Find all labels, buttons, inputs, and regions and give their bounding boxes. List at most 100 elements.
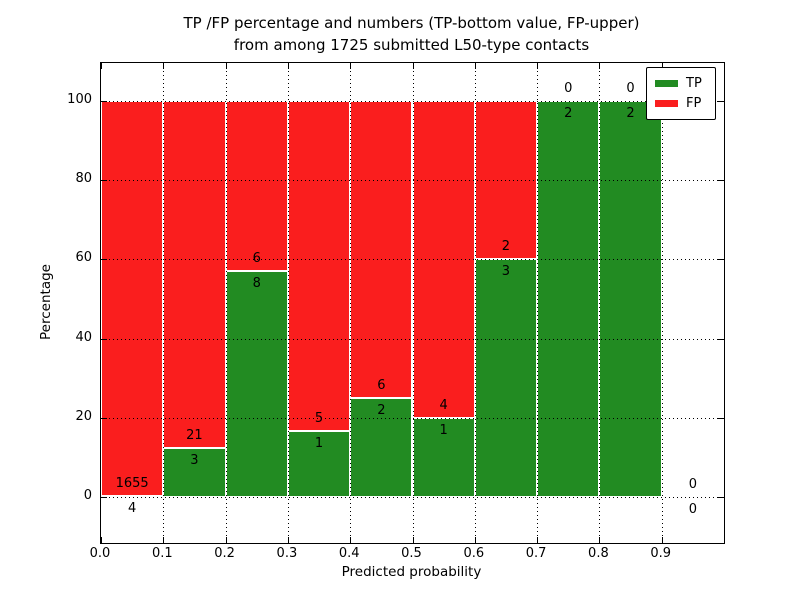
tp-count-label: 2 [564, 105, 573, 121]
x-gridline [225, 63, 227, 543]
fp-count-label: 6 [377, 378, 386, 394]
y-tick-label: 100 [67, 91, 92, 107]
tp-count-label: 2 [626, 105, 635, 121]
fp-count-label: 4 [439, 398, 448, 414]
y-tick-label: 20 [75, 409, 92, 425]
x-tick-label: 0.6 [463, 546, 485, 561]
tick-mark [718, 259, 724, 261]
tick-mark [474, 537, 476, 543]
tick-mark [599, 63, 601, 69]
fp-count-label: 0 [564, 80, 573, 96]
y-gridline [101, 338, 724, 340]
x-gridline [537, 63, 539, 543]
tick-mark [225, 537, 227, 543]
x-gridline [474, 63, 476, 543]
y-gridline [101, 418, 724, 420]
legend-item-tp: TP [647, 76, 715, 91]
bar-segment-tp [599, 100, 662, 498]
x-tick-label: 0.0 [89, 546, 111, 561]
tick-mark [101, 180, 107, 182]
tp-count-label: 0 [688, 502, 697, 518]
fp-count-label: 5 [314, 411, 324, 427]
fp-legend-label: FP [686, 96, 702, 111]
chart-title-line2: from among 1725 submitted L50-type conta… [233, 36, 590, 54]
x-tick-label: 0.4 [338, 546, 360, 561]
x-tick-label: 0.3 [276, 546, 298, 561]
tp-count-label: 3 [190, 452, 199, 468]
tick-mark [661, 537, 663, 543]
bar-segment-tp [163, 447, 226, 498]
tick-mark [537, 63, 539, 69]
tp-count-label: 2 [377, 403, 386, 419]
chart-title-line1: TP /FP percentage and numbers (TP-bottom… [183, 14, 640, 32]
tick-mark [101, 418, 107, 420]
x-gridline [412, 63, 414, 543]
tick-mark [474, 63, 476, 69]
tick-mark [661, 63, 663, 69]
bar-segment-tp [350, 398, 413, 498]
tick-mark [718, 497, 724, 499]
x-tick-label: 0.1 [151, 546, 173, 561]
x-tick-label: 0.8 [588, 546, 609, 561]
chart-title: TP /FP percentage and numbers (TP-bottom… [100, 12, 723, 56]
y-tick-label: 80 [75, 171, 92, 187]
legend-item-fp: FP [647, 96, 715, 111]
tp-count-label: 4 [128, 501, 137, 517]
x-gridline [350, 63, 352, 543]
tp-count-label: 1 [314, 436, 324, 452]
y-gridline [101, 180, 724, 182]
tick-mark [718, 100, 724, 102]
tick-mark [718, 418, 724, 420]
y-tick-label: 40 [75, 329, 92, 345]
fp-count-label: 0 [688, 477, 697, 493]
bar-segment-tp [474, 259, 538, 498]
fp-legend-swatch [654, 99, 679, 108]
tick-mark [101, 259, 107, 261]
x-tick-label: 0.7 [525, 546, 547, 561]
tick-mark [412, 537, 414, 543]
y-gridline [101, 497, 724, 499]
x-axis-label: Predicted probability [341, 564, 482, 580]
bar-segment-tp [537, 100, 600, 498]
bar-segment-fp [163, 100, 226, 448]
tp-count-label: 1 [439, 423, 448, 439]
tp-count-label: 3 [501, 264, 511, 280]
legend: TP FP [646, 67, 716, 120]
tick-mark [101, 497, 107, 499]
tick-mark [537, 537, 539, 543]
tick-mark [101, 63, 102, 69]
tick-mark [101, 537, 102, 543]
y-gridline [101, 100, 724, 102]
bar-segment-fp [101, 100, 164, 497]
fp-count-label: 21 [186, 427, 203, 443]
fp-count-label: 2 [501, 239, 511, 255]
x-gridline [163, 63, 165, 543]
fp-count-label: 6 [252, 250, 261, 266]
y-axis-label: Percentage [38, 264, 54, 340]
tick-mark [287, 537, 289, 543]
tick-mark [225, 63, 227, 69]
x-tick-label: 0.9 [650, 546, 672, 561]
bar-segment-fp [350, 100, 413, 399]
tick-mark [350, 537, 352, 543]
x-tick-label: 0.5 [401, 546, 422, 561]
fp-count-label: 0 [626, 80, 635, 96]
tick-mark [718, 180, 724, 182]
tick-mark [163, 537, 165, 543]
bar-segment-fp [474, 100, 538, 260]
tp-legend-label: TP [686, 76, 702, 91]
bar-segment-fp [287, 100, 351, 432]
tp-legend-swatch [654, 79, 679, 88]
bar-segment-fp [412, 100, 475, 419]
tick-mark [412, 63, 414, 69]
x-gridline [287, 63, 289, 543]
tick-mark [101, 100, 107, 102]
tick-mark [350, 63, 352, 69]
x-gridline [661, 63, 663, 543]
plot-area: 1655 4 21 3 6 8 5 1 6 2 4 1 2 3 0 2 0 2 0 0 TP FP [100, 62, 725, 544]
tick-mark [163, 63, 165, 69]
bar-segment-tp [225, 270, 288, 498]
tp-count-label: 8 [252, 275, 261, 291]
fp-count-label: 1655 [115, 476, 149, 492]
